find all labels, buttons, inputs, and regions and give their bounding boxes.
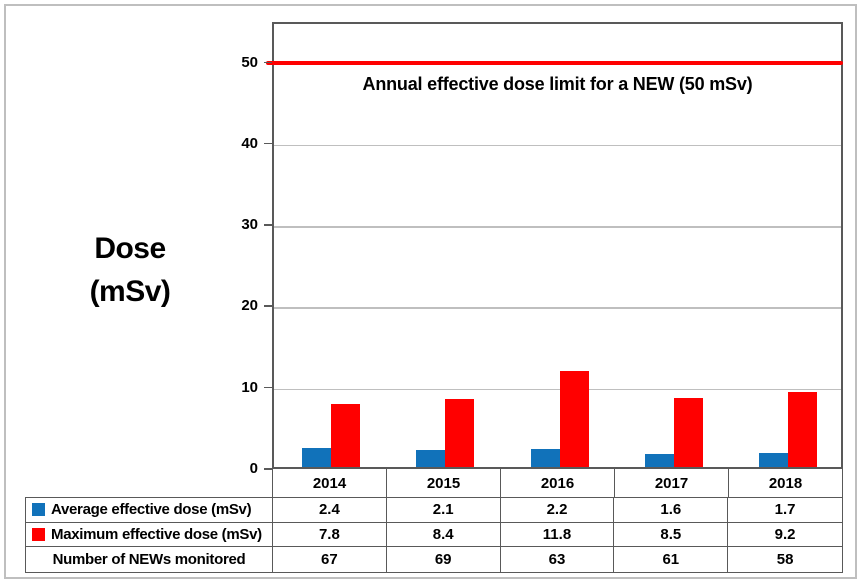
y-tick-label-30: 30 — [241, 216, 258, 234]
table-value-maximum-2016: 11.8 — [500, 522, 615, 548]
y-axis-title-line2: (mSv) — [89, 275, 171, 308]
table-value-maximum-2017: 8.5 — [614, 522, 729, 548]
table-row-label-text: Number of NEWs monitored — [52, 551, 246, 569]
y-axis-title: Dose (mSv) — [35, 227, 225, 313]
maximum-dose-bar-2015 — [445, 398, 475, 467]
table-value-average-2014: 2.4 — [273, 498, 387, 523]
maximum-dose-bar-2017 — [673, 397, 703, 467]
grid-line-10 — [274, 388, 841, 391]
table-row-label-average: Average effective dose (mSv) — [26, 498, 273, 523]
grid-line-30 — [274, 226, 841, 228]
x-axis-label-2016: 2016 — [501, 469, 615, 497]
y-tick-label-0: 0 — [249, 460, 258, 477]
table-row-label-monitored: Number of NEWs monitored — [26, 547, 273, 572]
average-dose-bar-2016 — [530, 449, 560, 467]
x-axis-label-2017: 2017 — [615, 469, 729, 497]
y-tick-label-40: 40 — [241, 134, 258, 152]
average-dose-bar-2018 — [758, 453, 788, 467]
maximum-legend-swatch-icon — [32, 527, 45, 541]
x-axis-category-row: 2014 2015 2016 2017 2018 — [272, 469, 843, 497]
average-legend-swatch-icon — [32, 503, 45, 517]
table-value-monitored-2018: 58 — [776, 551, 794, 569]
average-dose-bar-2017 — [644, 454, 674, 467]
table-value-maximum-2018: 9.2 — [728, 523, 842, 548]
maximum-dose-bar-2016 — [559, 371, 589, 467]
table-value-average-2015: 2.1 — [386, 498, 501, 523]
table-row-label-text: Average effective dose (mSv) — [51, 501, 252, 519]
y-tick-label-50: 50 — [241, 53, 258, 71]
table-value-monitored-2015: 69 — [387, 547, 501, 572]
x-axis-label-2015: 2015 — [387, 469, 501, 497]
grid-line-20 — [274, 307, 841, 309]
grid-line-40 — [274, 144, 841, 147]
y-tick-mark-50 — [264, 61, 272, 64]
table-row-label-maximum: Maximum effective dose (mSv) — [26, 522, 273, 548]
table-value-monitored-2016: 63 — [501, 547, 615, 572]
y-tick-mark-0 — [264, 468, 272, 470]
table-value-monitored-2014: 67 — [273, 547, 387, 572]
y-tick-mark-30 — [264, 224, 272, 226]
y-tick-label-20: 20 — [241, 297, 258, 315]
data-table: Average effective dose (mSv) 2.4 2.1 2.2 1.6… — [25, 497, 843, 573]
y-tick-label-10: 10 — [241, 378, 258, 396]
table-value-average-2018: 1.7 — [728, 498, 842, 523]
y-axis-title-line1: Dose — [94, 232, 166, 265]
table-value-average-2016: 2.2 — [500, 498, 615, 523]
table-row-label-text: Maximum effective dose (mSv) — [51, 525, 262, 543]
average-dose-bar-2015 — [416, 449, 446, 467]
maximum-dose-bar-2018 — [787, 392, 817, 467]
y-tick-mark-10 — [264, 386, 272, 389]
dose-limit-line — [266, 60, 843, 66]
plot-area — [272, 22, 843, 469]
table-value-maximum-2014: 7.8 — [273, 522, 387, 548]
table-value-average-2017: 1.6 — [614, 498, 729, 523]
x-axis-label-2014: 2014 — [273, 469, 387, 497]
maximum-dose-bar-2014 — [331, 403, 361, 467]
dose-limit-label: Annual effective dose limit for a NEW (5… — [362, 74, 753, 94]
table-value-maximum-2015: 8.4 — [386, 522, 501, 548]
y-tick-mark-40 — [264, 142, 272, 145]
average-dose-bar-2014 — [302, 447, 332, 467]
y-tick-mark-20 — [264, 305, 272, 307]
x-axis-label-2018: 2018 — [729, 469, 843, 497]
table-value-monitored-2017: 61 — [614, 547, 729, 572]
